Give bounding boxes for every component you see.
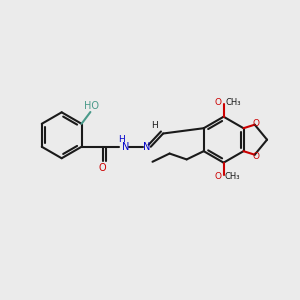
- Text: O: O: [214, 98, 221, 107]
- Text: H: H: [118, 135, 125, 144]
- Text: N: N: [122, 142, 129, 152]
- Text: HO: HO: [84, 100, 99, 110]
- Text: CH₃: CH₃: [225, 172, 240, 181]
- Text: H: H: [152, 121, 158, 130]
- Text: O: O: [252, 152, 259, 161]
- Text: N: N: [143, 142, 151, 152]
- Text: CH₃: CH₃: [225, 98, 241, 107]
- Text: O: O: [99, 163, 106, 173]
- Text: O: O: [214, 172, 221, 181]
- Text: O: O: [252, 119, 259, 128]
